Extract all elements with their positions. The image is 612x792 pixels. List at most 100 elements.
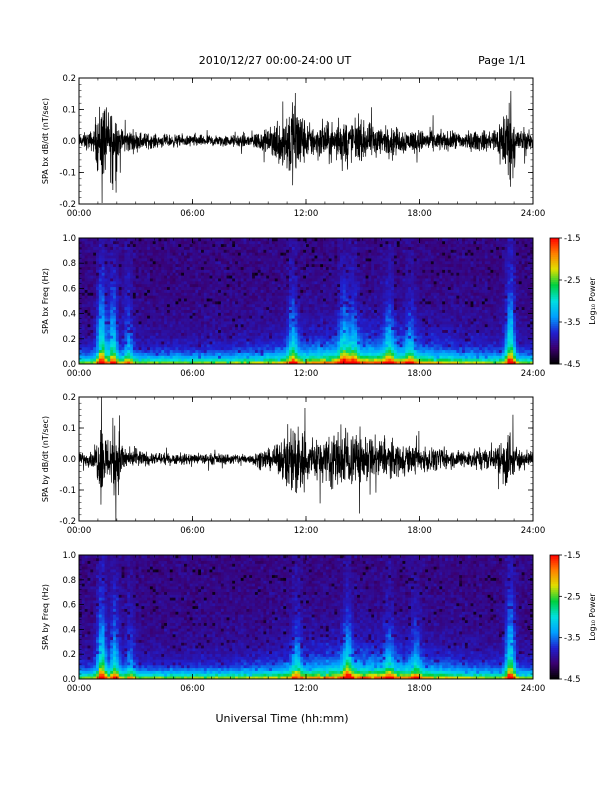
spectrogram-cell [223, 260, 227, 265]
spectrogram-cell [345, 280, 349, 285]
spectrogram-cell [283, 338, 287, 342]
spectrogram-cell [365, 352, 369, 356]
spectrogram-cell [155, 306, 159, 310]
spectrogram-cell [269, 292, 273, 296]
spectrogram-cell [186, 249, 191, 253]
spectrogram-cell [206, 306, 210, 310]
spectrogram-cell [96, 266, 100, 270]
spectrogram-cell [223, 321, 227, 325]
spectrogram-cell [291, 343, 296, 348]
spectrogram-cell [271, 240, 276, 245]
spectrogram-cell [274, 275, 279, 279]
spectrogram-cell [362, 315, 366, 319]
spectrogram-cell [294, 309, 298, 313]
spectrogram-cell [306, 312, 310, 316]
spectrogram-cell [348, 318, 352, 322]
spectrogram-cell [337, 243, 341, 247]
spectrogram-cell [84, 315, 88, 319]
spectrogram-cell [87, 358, 91, 362]
spectrogram-cell [169, 323, 174, 328]
spectrogram-cell [257, 243, 261, 247]
spectrogram-cell [379, 240, 384, 245]
spectrogram-cell [98, 283, 103, 288]
spectrogram-cell [388, 309, 392, 313]
spectrogram-cell [351, 283, 355, 288]
spectrogram-cell [362, 252, 366, 256]
spectrogram-cell [90, 266, 94, 270]
spectrogram-cell [271, 361, 276, 365]
spectrogram-cell [87, 278, 91, 282]
spectrogram-cell [232, 240, 236, 245]
spectrogram-cell [362, 323, 366, 328]
spectrogram-cell [186, 260, 191, 265]
spectrogram-cell [79, 352, 83, 356]
spectrogram-cell [79, 292, 83, 296]
spectrogram-cell [303, 238, 307, 242]
spectrogram-cell [317, 255, 321, 259]
spectrogram-cell [195, 352, 199, 356]
spectrogram-cell [121, 298, 125, 302]
spectrogram-cell [218, 323, 222, 328]
spectrogram-cell [297, 329, 301, 333]
spectrogram-cell [215, 352, 219, 356]
spectrogram-cell [379, 335, 384, 339]
spectrogram-cell [229, 289, 233, 293]
spectrogram-cell [388, 355, 392, 359]
spectrogram-cell [266, 335, 270, 339]
spectrogram-cell [342, 301, 347, 305]
spectrogram-cell [130, 326, 134, 331]
spectrogram-cell [110, 243, 114, 247]
spectrogram-cell [183, 355, 188, 359]
spectrogram-cell [158, 275, 162, 279]
spectrogram-cell [359, 315, 364, 319]
spectrogram-cell [308, 306, 313, 310]
spectrogram-cell [308, 240, 313, 245]
spectrogram-cell [107, 255, 111, 259]
spectrogram-cell [203, 349, 208, 353]
spectrogram-cell [192, 315, 196, 319]
spectrogram-cell [215, 318, 219, 322]
spectrogram-cell [266, 240, 270, 245]
spectrogram-cell [203, 283, 208, 288]
spectrogram-cell [357, 352, 361, 356]
spectrogram-cell [166, 303, 171, 308]
spectrogram-cell [172, 283, 176, 288]
spectrogram-cell [201, 286, 205, 290]
spectrogram-cell [263, 361, 267, 365]
spectrogram-cell [110, 329, 114, 333]
spectrogram-cell [288, 341, 293, 345]
spectrogram-cell [181, 338, 185, 342]
spectrogram-cell [249, 272, 253, 276]
spectrogram-cell [357, 272, 361, 276]
spectrogram-cell [391, 349, 395, 353]
spectrogram-cell [110, 343, 114, 348]
spectrogram-cell [243, 298, 247, 302]
spectrogram-cell [203, 335, 208, 339]
spectrogram-cell [311, 298, 315, 302]
spectrogram-cell [101, 280, 105, 285]
spectrogram-cell [124, 323, 128, 328]
spectrogram-cell [79, 272, 83, 276]
spectrogram-cell [314, 260, 318, 265]
spectrogram-cell [232, 349, 236, 353]
spectrogram-cell [127, 298, 131, 302]
spectrogram-cell [263, 292, 267, 296]
spectrogram-cell [141, 286, 145, 290]
spectrogram-cell [96, 280, 100, 285]
spectrogram-cell [203, 298, 208, 302]
spectrogram-cell [147, 255, 151, 259]
spectrogram-cell [280, 240, 284, 245]
spectrogram-cell [124, 352, 128, 356]
spectrogram-cell [226, 246, 230, 250]
spectrogram-cell [328, 332, 332, 336]
spectrogram-cell [368, 318, 372, 322]
spectrogram-cell [365, 321, 369, 325]
spectrogram-cell [132, 249, 137, 253]
spectrogram-cell [308, 349, 313, 353]
spectrogram-cell [291, 326, 296, 331]
spectrogram-cell [365, 263, 369, 268]
spectrogram-cell [189, 335, 193, 339]
spectrogram-cell [246, 306, 250, 310]
spectrogram-cell [277, 283, 281, 288]
spectrogram-cell [240, 323, 244, 328]
